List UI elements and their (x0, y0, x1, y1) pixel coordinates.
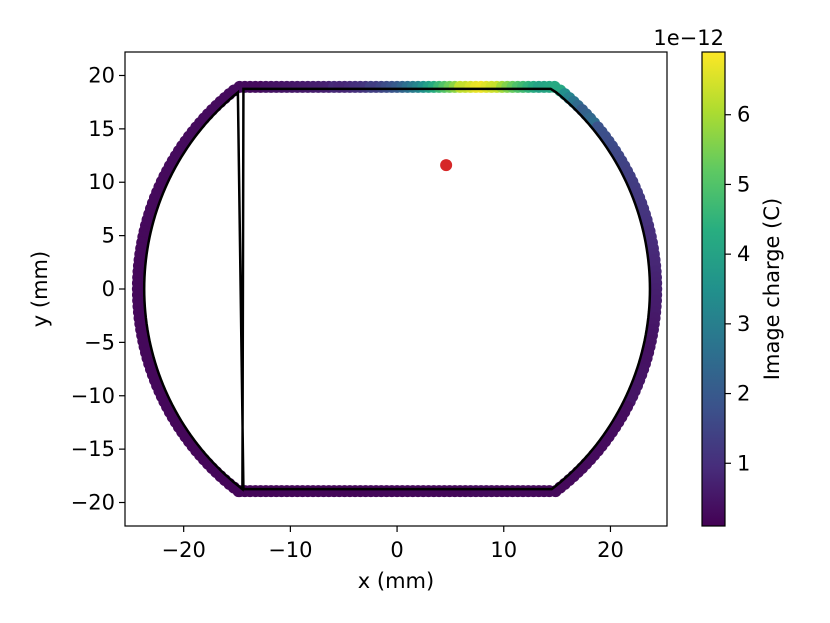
x-tick-label: 10 (490, 538, 517, 562)
x-tick-label: 20 (597, 538, 624, 562)
marks-layer (131, 80, 663, 498)
colorbar-tick-label: 1 (737, 451, 750, 475)
y-tick-label: 0 (102, 277, 115, 301)
y-tick-label: 10 (88, 170, 115, 194)
x-tick-label: −10 (268, 538, 312, 562)
y-tick-label: −20 (71, 491, 115, 515)
colorbar-offset-text: 1e−12 (653, 26, 724, 50)
colorbar-gradient (702, 52, 725, 526)
colorbar: 1 2 3 4 5 6 1e−12 Image charge (C) (653, 26, 784, 527)
colorbar-tick-label: 5 (737, 172, 750, 196)
x-tick-label: −20 (162, 538, 206, 562)
y-tick-label: 20 (88, 63, 115, 87)
colorbar-ticks: 1 2 3 4 5 6 (725, 103, 750, 475)
colorbar-tick-label: 6 (737, 103, 750, 127)
source-charge-point (440, 159, 453, 172)
colorbar-tick-label: 4 (737, 242, 750, 266)
y-tick-label: −10 (71, 384, 115, 408)
colorbar-frame (701, 51, 726, 527)
colorbar-tick-label: 3 (737, 312, 750, 336)
main-axes: −20 −10 0 10 20 −20 −15 −10 −5 0 5 10 15 20 x (mm) y… (28, 51, 668, 593)
colorbar-tick-label: 2 (737, 382, 750, 406)
x-axis-ticks: −20 −10 0 10 20 (162, 526, 624, 562)
y-tick-label: −15 (71, 437, 115, 461)
y-axis-label: y (mm) (28, 251, 52, 327)
y-tick-label: −5 (84, 330, 115, 354)
plot-area (125, 52, 667, 526)
y-axis-ticks: −20 −15 −10 −5 0 5 10 15 20 (71, 63, 125, 515)
y-tick-label: 15 (88, 117, 115, 141)
conductor-boundary-line (142, 87, 652, 492)
x-tick-label: 0 (390, 538, 403, 562)
x-axis-label: x (mm) (358, 569, 434, 593)
colorbar-label: Image charge (C) (760, 198, 784, 380)
y-tick-label: 5 (102, 224, 115, 248)
